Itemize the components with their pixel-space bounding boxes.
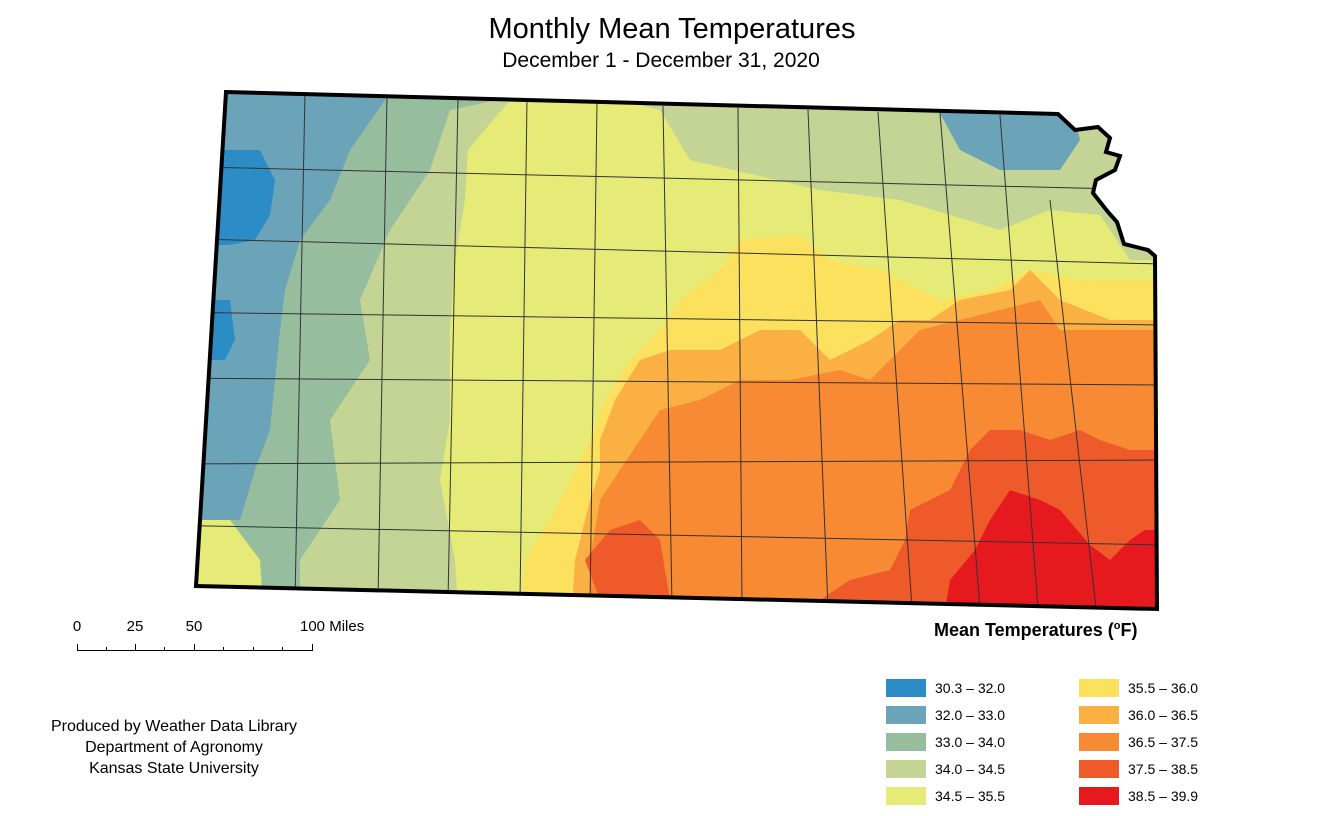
- legend-label: 35.5 – 36.0: [1128, 679, 1199, 696]
- scale-tick: [164, 647, 165, 651]
- zone-sw-34.5-35.5: [196, 520, 265, 609]
- legend-item: 34.0 – 34.5: [886, 755, 1005, 782]
- legend-swatch: [1079, 732, 1119, 751]
- zone-37.5-38.5-west: [585, 520, 670, 609]
- legend-item: 38.5 – 39.9: [1079, 782, 1198, 809]
- legend-item: 34.5 – 35.5: [886, 782, 1005, 809]
- credits: Produced by Weather Data Library Departm…: [38, 716, 310, 779]
- legend-item: 37.5 – 38.5: [1079, 755, 1198, 782]
- legend-swatch: [1079, 786, 1119, 805]
- date-range: December 1 - December 31, 2020: [502, 49, 820, 72]
- scale-tick: [135, 644, 136, 651]
- credit-line-1: Produced by Weather Data Library: [50, 718, 298, 735]
- state-outline: [193, 89, 1160, 612]
- map-subtitle: December 1 - December 31, 2020: [0, 48, 1344, 74]
- legend-swatch: [1079, 678, 1119, 697]
- legend-label: 30.3 – 32.0: [935, 679, 1006, 696]
- legend-item: 36.5 – 37.5: [1079, 728, 1198, 755]
- legend-label: 33.0 – 34.0: [935, 733, 1006, 750]
- scale-tick: [223, 647, 224, 651]
- legend-label: 38.5 – 39.9: [1128, 787, 1199, 804]
- legend-column-right: 35.5 – 36.0 36.0 – 36.5 36.5 – 37.5 37.5…: [1079, 674, 1198, 809]
- legend-title: Mean Temperatures (oF): [934, 620, 1137, 641]
- scale-tick: [106, 647, 107, 651]
- scale-tick: [253, 647, 254, 651]
- legend-swatch: [886, 732, 926, 751]
- scale-label-100: 100 Miles: [300, 618, 365, 635]
- legend-label: 36.5 – 37.5: [1128, 733, 1199, 750]
- legend-label: 34.5 – 35.5: [935, 787, 1006, 804]
- legend-swatch: [1079, 705, 1119, 724]
- legend-label: 36.0 – 36.5: [1128, 706, 1199, 723]
- scale-bar: 0 25 50 100 Miles: [60, 612, 390, 662]
- legend-label: 32.0 – 33.0: [935, 706, 1006, 723]
- scale-tick: [282, 647, 283, 651]
- legend-item: 33.0 – 34.0: [886, 728, 1005, 755]
- zone-30.3-32-south: [196, 300, 235, 360]
- scale-label-25: 25: [126, 618, 144, 635]
- legend-label: 37.5 – 38.5: [1128, 760, 1199, 777]
- degree-symbol: o: [1113, 620, 1121, 632]
- credit-line-2: Department of Agronomy: [85, 739, 263, 756]
- map-title: Monthly Mean Temperatures: [488, 13, 856, 45]
- zone-30.3-32: [196, 150, 275, 245]
- legend-item: 35.5 – 36.0: [1079, 674, 1198, 701]
- scale-label-0: 0: [72, 618, 82, 635]
- legend-swatch: [886, 678, 926, 697]
- scale-tick: [77, 644, 78, 651]
- scale-tick: [312, 644, 313, 651]
- legend-swatch: [1079, 759, 1119, 778]
- scale-tick: [194, 644, 195, 651]
- legend-unit: F): [1120, 620, 1138, 640]
- legend-title-text: Mean Temperatures (: [934, 620, 1114, 640]
- legend-swatch: [886, 759, 926, 778]
- legend-label: 34.0 – 34.5: [935, 760, 1006, 777]
- legend-item: 30.3 – 32.0: [886, 674, 1005, 701]
- legend-swatch: [886, 705, 926, 724]
- scale-line: [77, 650, 313, 651]
- credit-line-3: Kansas State University: [89, 760, 259, 777]
- county-boundaries: [196, 92, 1157, 609]
- legend-item: 36.0 – 36.5: [1079, 701, 1198, 728]
- legend-swatch: [886, 786, 926, 805]
- zone-38.5-39.9: [940, 490, 1157, 609]
- legend-item: 32.0 – 33.0: [886, 701, 1005, 728]
- scale-label-50: 50: [185, 618, 203, 635]
- temperature-zones: [196, 92, 1157, 609]
- legend-column-left: 30.3 – 32.0 32.0 – 33.0 33.0 – 34.0 34.0…: [886, 674, 1005, 809]
